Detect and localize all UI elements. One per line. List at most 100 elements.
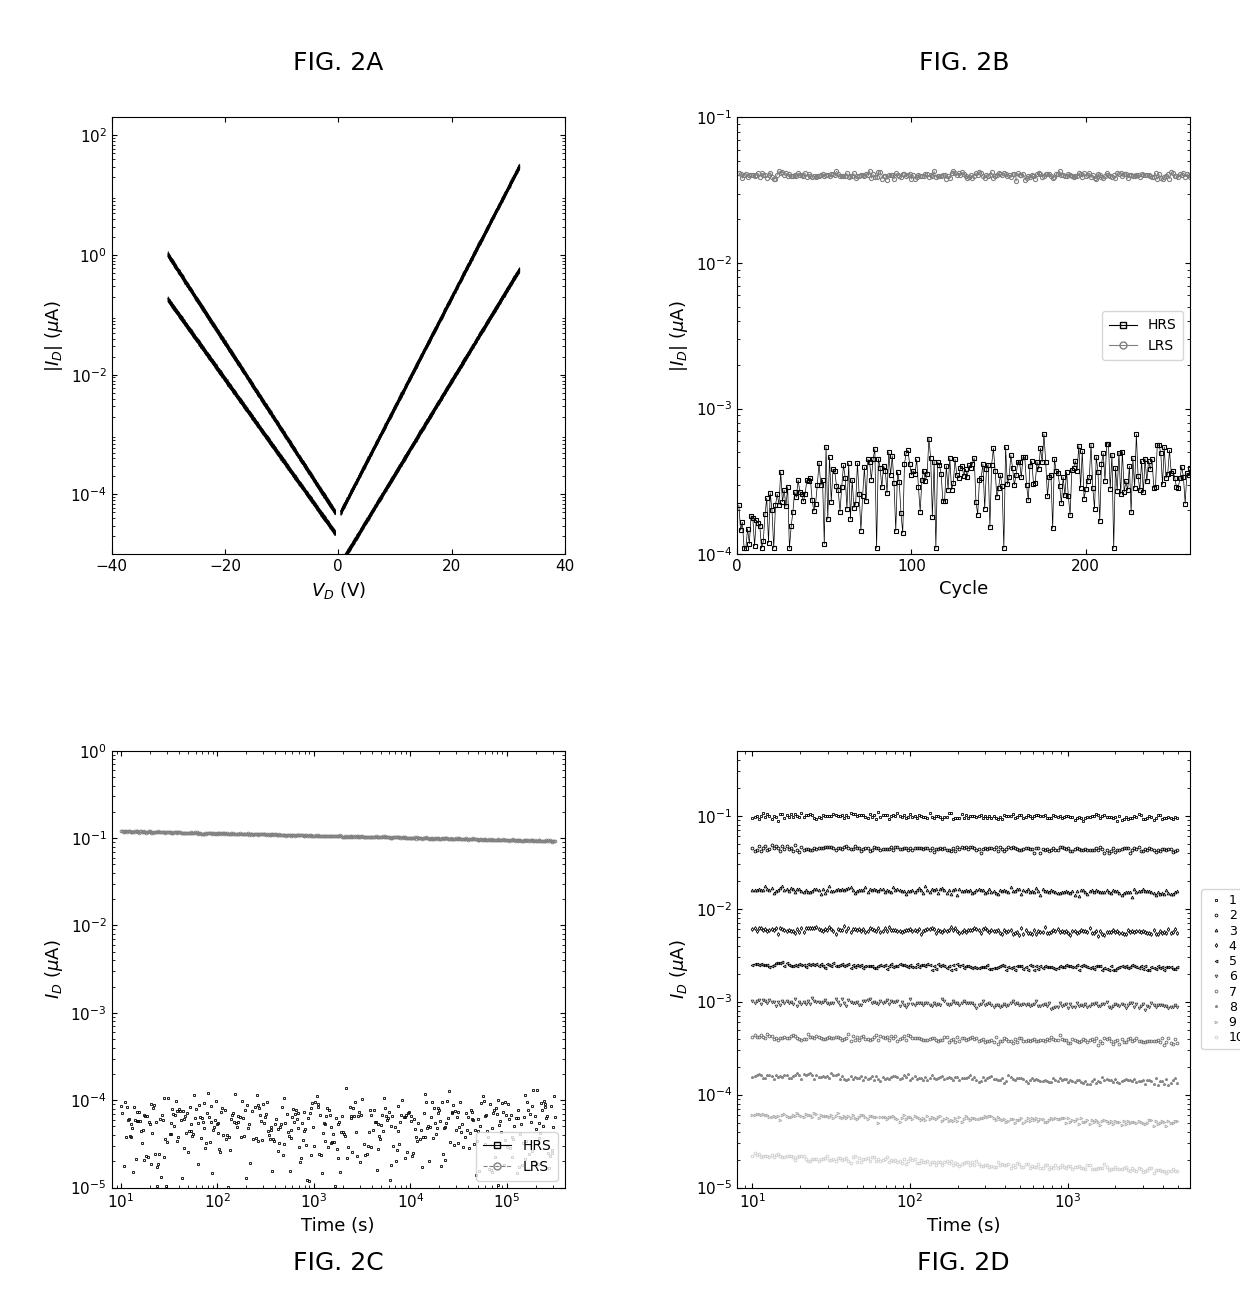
4 bbox=[837, 919, 852, 934]
8 bbox=[1151, 1077, 1166, 1092]
9 bbox=[763, 1109, 777, 1125]
7 bbox=[745, 1030, 760, 1045]
4 bbox=[770, 925, 785, 941]
HRS bbox=[732, 497, 746, 513]
X-axis label: Time (s): Time (s) bbox=[928, 1216, 1001, 1235]
4 bbox=[861, 923, 875, 938]
HRS bbox=[787, 484, 802, 500]
1 bbox=[1169, 810, 1184, 826]
3 bbox=[770, 882, 785, 898]
Line: 6: 6 bbox=[751, 997, 1178, 1011]
2 bbox=[764, 837, 779, 852]
6 bbox=[770, 994, 785, 1010]
7 bbox=[826, 1030, 841, 1045]
10 bbox=[861, 1150, 875, 1165]
Line: 3: 3 bbox=[751, 885, 1178, 899]
5 bbox=[770, 955, 785, 971]
6 bbox=[745, 993, 760, 1009]
LRS bbox=[732, 164, 746, 180]
8 bbox=[826, 1067, 841, 1083]
5 bbox=[861, 958, 875, 974]
3 bbox=[1125, 890, 1140, 906]
7 bbox=[1169, 1035, 1184, 1051]
Y-axis label: $I_D$ ($\mu$A): $I_D$ ($\mu$A) bbox=[42, 940, 64, 998]
9 bbox=[790, 1105, 805, 1121]
3 bbox=[763, 882, 777, 898]
Line: 9: 9 bbox=[751, 1112, 1178, 1128]
1 bbox=[770, 813, 785, 829]
6 bbox=[1137, 1002, 1152, 1018]
1 bbox=[1110, 813, 1125, 829]
10 bbox=[745, 1148, 760, 1164]
10 bbox=[1136, 1164, 1151, 1180]
HRS bbox=[737, 540, 751, 556]
LRS bbox=[1100, 164, 1115, 180]
4 bbox=[763, 923, 777, 938]
5 bbox=[826, 955, 841, 971]
1 bbox=[763, 808, 777, 823]
X-axis label: $V_D$ (V): $V_D$ (V) bbox=[311, 579, 366, 600]
3 bbox=[1169, 883, 1184, 899]
LRS bbox=[796, 168, 811, 184]
4 bbox=[1137, 924, 1152, 940]
LRS bbox=[1008, 174, 1023, 189]
7 bbox=[773, 1030, 787, 1045]
9 bbox=[1152, 1114, 1167, 1130]
1 bbox=[745, 810, 760, 826]
5 bbox=[745, 958, 760, 974]
8 bbox=[1136, 1073, 1151, 1088]
Text: FIG. 2D: FIG. 2D bbox=[918, 1251, 1011, 1275]
HRS bbox=[924, 450, 939, 466]
10 bbox=[773, 1148, 787, 1164]
LRS bbox=[921, 170, 936, 185]
3 bbox=[918, 878, 932, 894]
6 bbox=[805, 990, 820, 1006]
HRS bbox=[1100, 436, 1115, 452]
1 bbox=[1137, 812, 1152, 827]
9 bbox=[826, 1111, 841, 1126]
1 bbox=[1152, 808, 1167, 823]
1 bbox=[858, 809, 873, 825]
7 bbox=[1157, 1037, 1172, 1053]
9 bbox=[1146, 1118, 1161, 1134]
HRS bbox=[1166, 463, 1180, 479]
Line: 10: 10 bbox=[751, 1152, 1178, 1174]
9 bbox=[861, 1112, 875, 1128]
LRS bbox=[1183, 170, 1198, 185]
7 bbox=[1136, 1034, 1151, 1049]
Line: 5: 5 bbox=[751, 960, 1178, 972]
8 bbox=[745, 1069, 760, 1084]
HRS bbox=[1037, 427, 1052, 442]
6 bbox=[763, 992, 777, 1007]
Line: LRS: LRS bbox=[737, 168, 1193, 184]
2 bbox=[745, 840, 760, 856]
Text: FIG. 2B: FIG. 2B bbox=[919, 51, 1009, 74]
Legend: HRS, LRS: HRS, LRS bbox=[476, 1131, 558, 1181]
10 bbox=[1169, 1163, 1184, 1178]
5 bbox=[1169, 959, 1184, 975]
10 bbox=[764, 1147, 779, 1163]
3 bbox=[745, 882, 760, 898]
9 bbox=[745, 1107, 760, 1122]
9 bbox=[1136, 1114, 1151, 1130]
6 bbox=[826, 994, 841, 1010]
8 bbox=[861, 1071, 875, 1087]
7 bbox=[760, 1026, 775, 1041]
9 bbox=[770, 1108, 785, 1124]
3 bbox=[823, 882, 838, 898]
3 bbox=[858, 880, 873, 895]
7 bbox=[1151, 1032, 1166, 1048]
LRS bbox=[785, 168, 800, 184]
Line: 1: 1 bbox=[751, 810, 1178, 822]
5 bbox=[763, 959, 777, 975]
Line: 2: 2 bbox=[751, 843, 1178, 855]
Y-axis label: $|I_D|$ ($\mu$A): $|I_D|$ ($\mu$A) bbox=[42, 300, 64, 372]
10 bbox=[1146, 1165, 1161, 1181]
8 bbox=[802, 1065, 817, 1081]
4 bbox=[745, 921, 760, 937]
6 bbox=[1136, 996, 1151, 1011]
5 bbox=[1152, 959, 1167, 975]
5 bbox=[1136, 962, 1151, 977]
2 bbox=[1152, 843, 1167, 859]
Y-axis label: $|I_D|$ ($\mu$A): $|I_D|$ ($\mu$A) bbox=[668, 300, 691, 372]
